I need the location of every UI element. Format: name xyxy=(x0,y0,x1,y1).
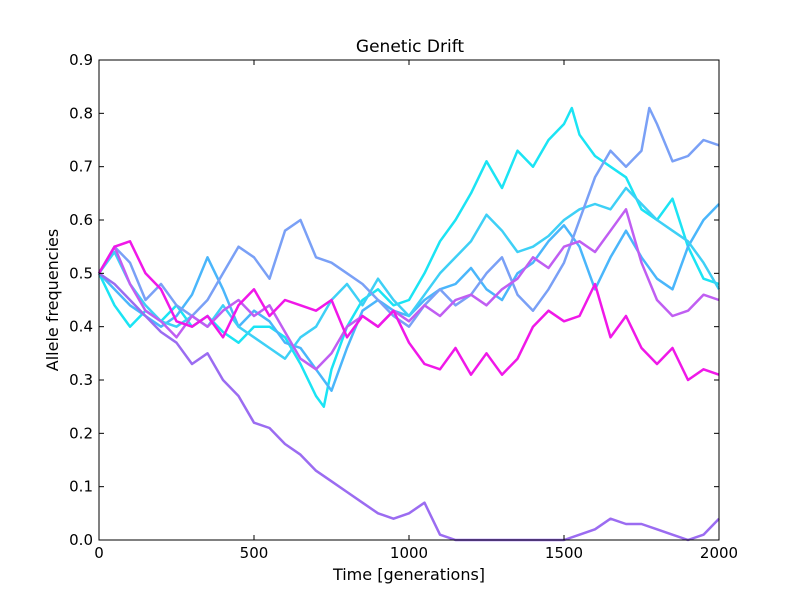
series-layer xyxy=(97,106,721,542)
y-tick-label: 0.7 xyxy=(69,158,93,176)
y-tick-label: 0.3 xyxy=(69,371,93,389)
x-tick-label: 1500 xyxy=(545,544,583,562)
y-tick-label: 0.0 xyxy=(69,531,93,549)
x-tick-label: 500 xyxy=(240,544,269,562)
series-line-7 xyxy=(97,240,720,382)
y-tick-label: 0.2 xyxy=(69,424,93,442)
x-tick-label: 1000 xyxy=(390,544,428,562)
chart-title: Genetic Drift xyxy=(356,37,464,57)
y-axis-label: Allele frequencies xyxy=(43,229,62,371)
series-line-4 xyxy=(97,106,720,328)
x-tick-label: 0 xyxy=(94,544,104,562)
y-tick-label: 0.1 xyxy=(69,478,93,496)
x-tick-label: 2000 xyxy=(700,544,738,562)
y-tick-label: 0.5 xyxy=(69,264,93,282)
y-tick-label: 0.6 xyxy=(69,211,93,229)
x-axis-label: Time [generations] xyxy=(332,565,485,584)
y-tick-label: 0.9 xyxy=(69,51,93,69)
y-tick-label: 0.8 xyxy=(69,104,93,122)
y-tick-label: 0.4 xyxy=(69,318,93,336)
series-line-6 xyxy=(97,208,720,371)
tick-layer: 0 500 1000 1500 2000 0.0 0.1 0.2 0.3 0.4 0.5 0.6 0.7… xyxy=(69,51,738,562)
series-line-5 xyxy=(98,272,720,542)
